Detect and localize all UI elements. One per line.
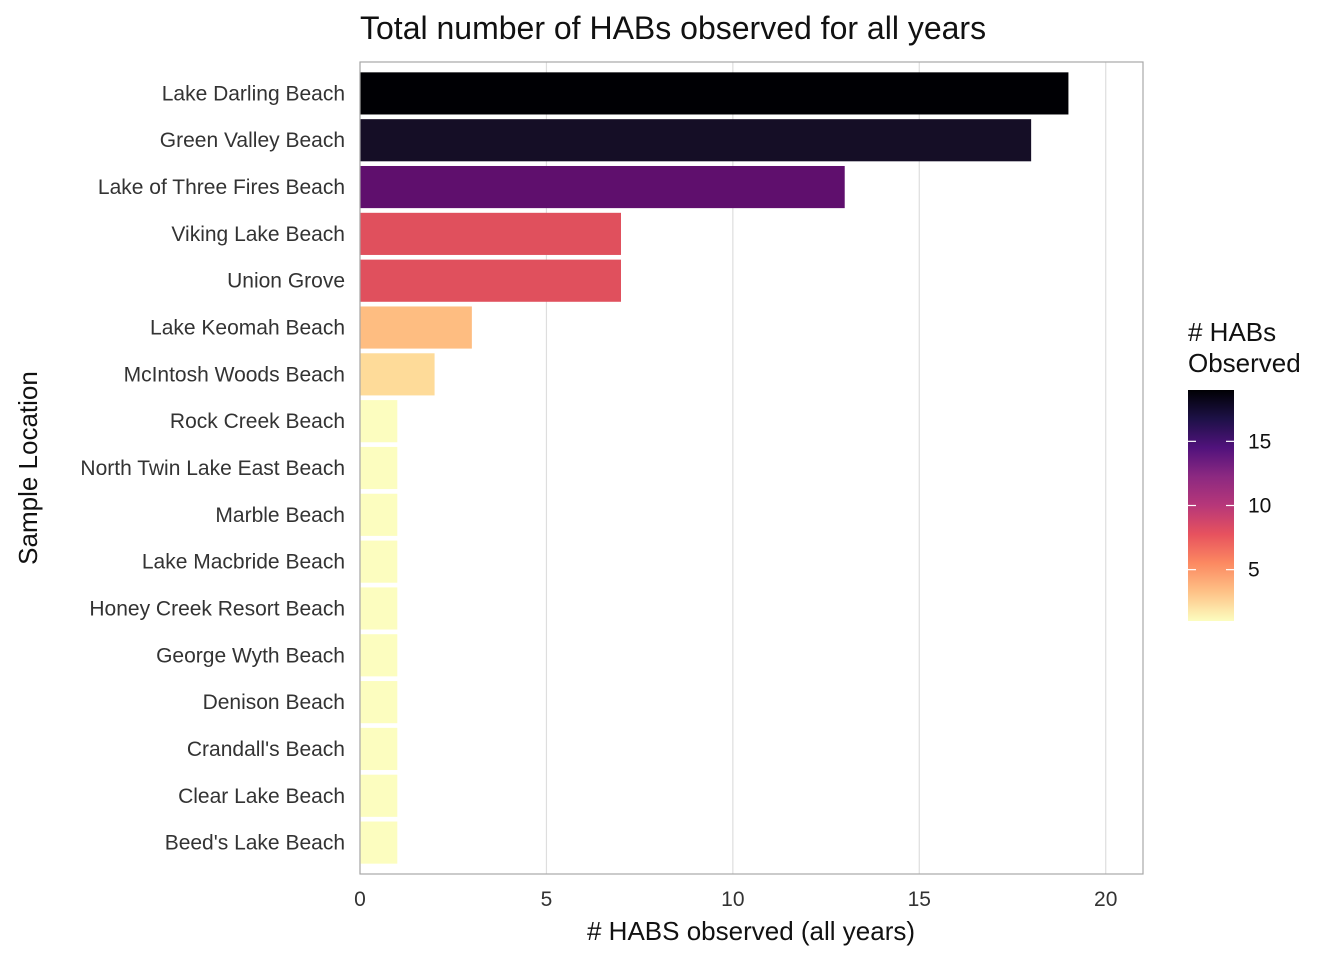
- bar: [360, 119, 1032, 162]
- legend-tick-label: 5: [1248, 559, 1260, 582]
- bars: [360, 72, 1069, 864]
- x-tick-label: 20: [1094, 888, 1117, 911]
- bar: [360, 821, 398, 864]
- bar: [360, 165, 845, 209]
- x-tick-label: 0: [354, 888, 366, 911]
- bar: [360, 634, 398, 677]
- y-tick-label: North Twin Lake East Beach: [80, 457, 345, 480]
- bar: [360, 540, 398, 583]
- y-tick-label: Beed's Lake Beach: [165, 832, 345, 855]
- y-tick-label: Lake Macbride Beach: [142, 551, 345, 574]
- bar: [360, 306, 472, 349]
- y-tick-label: Viking Lake Beach: [171, 223, 345, 246]
- x-tick-label: 5: [541, 888, 553, 911]
- y-tick-label: George Wyth Beach: [156, 644, 345, 667]
- y-tick-label: Honey Creek Resort Beach: [89, 597, 345, 620]
- y-tick-label: Marble Beach: [215, 504, 345, 527]
- y-tick-label: Lake Keomah Beach: [150, 317, 345, 340]
- bar: [360, 727, 398, 771]
- y-tick-label: Lake of Three Fires Beach: [98, 176, 345, 199]
- x-tick-labels: 0 5 10 15 20: [354, 888, 1117, 911]
- legend-title-line-1: # HABs: [1188, 317, 1276, 347]
- bar: [360, 72, 1069, 115]
- x-tick-label: 10: [721, 888, 744, 911]
- y-tick-labels: Lake Darling Beach Green Valley Beach Lake…: [80, 82, 345, 854]
- legend-tick-label: 15: [1248, 430, 1271, 453]
- bar: [360, 681, 398, 724]
- y-tick-label: Green Valley Beach: [160, 129, 345, 152]
- bar: [360, 446, 398, 490]
- y-tick-label: McIntosh Woods Beach: [124, 363, 345, 386]
- y-tick-label: Union Grove: [227, 270, 345, 293]
- y-tick-label: Lake Darling Beach: [162, 82, 345, 105]
- bar: [360, 400, 398, 443]
- y-tick-label: Rock Creek Beach: [170, 410, 345, 433]
- bar: [360, 259, 621, 302]
- x-axis-title: # HABS observed (all years): [587, 916, 915, 946]
- y-axis-title: Sample Location: [13, 371, 43, 565]
- legend-title-line-2: Observed: [1188, 348, 1301, 378]
- bar: [360, 212, 621, 255]
- y-tick-label: Crandall's Beach: [187, 738, 345, 761]
- chart-title: Total number of HABs observed for all ye…: [360, 10, 986, 46]
- y-tick-label: Clear Lake Beach: [178, 785, 345, 808]
- legend-ticks: 5 10 15: [1188, 430, 1271, 582]
- bar: [360, 587, 398, 630]
- bar: [360, 493, 398, 536]
- color-legend: # HABs Observed 5 10 15: [1188, 317, 1301, 621]
- y-tick-label: Denison Beach: [203, 691, 345, 714]
- bar: [360, 774, 398, 817]
- plot-panel-border: [359, 61, 1144, 875]
- legend-tick-label: 10: [1248, 495, 1271, 518]
- bar: [360, 353, 435, 396]
- x-tick-label: 15: [908, 888, 931, 911]
